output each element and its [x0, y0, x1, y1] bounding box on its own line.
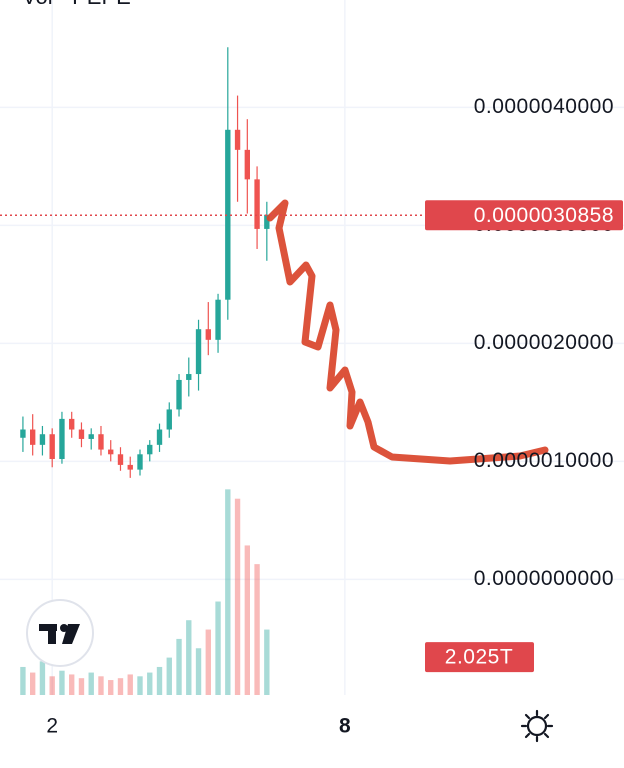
volume-bar: [39, 661, 46, 695]
volume-bar: [69, 674, 75, 695]
candle-body: [215, 299, 221, 340]
candle-body: [69, 418, 75, 430]
x-tick-label: 2: [46, 715, 58, 738]
volume-bar: [59, 670, 65, 695]
candle-body: [108, 449, 114, 455]
candle-body: [234, 129, 241, 150]
candle-body: [127, 464, 133, 470]
candle-body: [78, 429, 85, 439]
volume-bar: [254, 564, 260, 695]
candle-body: [49, 434, 55, 460]
candle-body: [166, 409, 172, 430]
candle-body: [147, 444, 153, 455]
chart-title: Vol · PEPE: [22, 0, 131, 9]
y-tick-label: 0.0000010000: [474, 449, 614, 472]
volume-bar: [117, 678, 124, 695]
candle-body: [176, 379, 182, 410]
volume-bar: [205, 629, 211, 695]
x-tick-label: 8: [339, 715, 351, 738]
candle-body: [20, 429, 26, 438]
candle-body: [205, 329, 211, 340]
last-volume-label: 2.025T: [445, 646, 513, 669]
candles: [20, 47, 270, 478]
volume-bar: [78, 678, 85, 695]
volume-bar: [244, 545, 250, 695]
candle-body: [156, 429, 163, 445]
volume-pane: [20, 489, 270, 695]
candle-body: [98, 434, 104, 450]
volume-bar: [186, 620, 192, 695]
volume-bar: [215, 601, 221, 695]
last-price-label: 0.0000030858: [474, 204, 614, 227]
volume-bar: [108, 680, 114, 695]
volume-bar: [98, 676, 104, 695]
volume-bar: [264, 629, 270, 695]
last-price-box: [425, 200, 623, 231]
volume-bar: [234, 498, 241, 695]
candle-body: [195, 329, 202, 375]
hand-drawn-annotation: [266, 199, 549, 465]
candle-body: [117, 454, 124, 465]
volume-bar: [225, 489, 231, 695]
volume-bar: [156, 666, 163, 695]
candle-body: [225, 129, 231, 300]
last-volume-box: [425, 642, 534, 673]
candle-body: [244, 149, 250, 180]
y-tick-label: 0.0000000000: [474, 567, 614, 590]
volume-bar: [30, 672, 36, 695]
candle-body: [39, 434, 46, 445]
y-tick-label: 0.0000020000: [474, 331, 614, 354]
candle-body: [254, 179, 260, 229]
tradingview-logo[interactable]: [26, 599, 94, 667]
candle-body: [186, 374, 192, 380]
volume-bar: [88, 672, 94, 695]
grid: [0, 0, 624, 695]
candle-body: [264, 214, 270, 229]
candle-body: [30, 429, 36, 445]
volume-bar: [195, 648, 202, 695]
volume-bar: [127, 674, 133, 695]
candle-body: [88, 434, 94, 439]
candle-body: [59, 418, 65, 460]
candle-body: [137, 454, 143, 470]
volume-bar: [49, 676, 55, 695]
axes: 0.0000000000 0.0000010000 0.0000020000 0.00…: [0, 95, 623, 738]
volume-bar: [137, 676, 143, 695]
volume-bar: [147, 672, 153, 695]
volume-bar: [20, 666, 26, 695]
volume-bar: [176, 638, 182, 695]
y-tick-label: 0.0000040000: [474, 95, 614, 118]
volume-bar: [166, 657, 172, 695]
settings-button[interactable]: [520, 709, 554, 743]
